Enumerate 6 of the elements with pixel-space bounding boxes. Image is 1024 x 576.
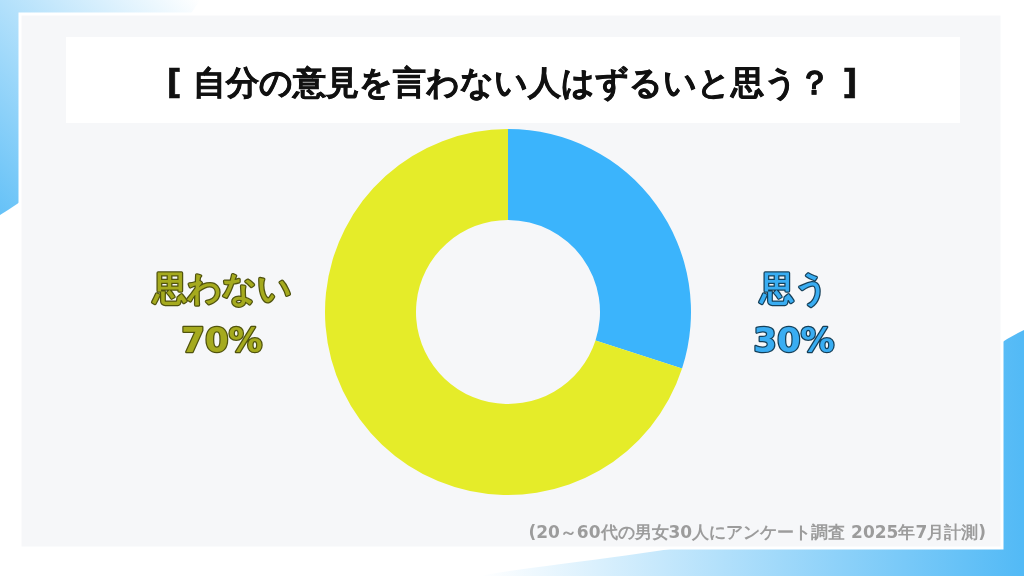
annotation: (20～60代の男女30人にアンケート調査 2025年7月計測) <box>528 522 986 542</box>
value-label: 30% <box>753 320 835 360</box>
title: [ 自分の意見を言わない人はずるいと思う？ ] <box>166 62 858 102</box>
category-label: 思う <box>759 268 829 308</box>
value-label: 70% <box>181 320 263 360</box>
category-label: 思わない <box>152 268 292 308</box>
